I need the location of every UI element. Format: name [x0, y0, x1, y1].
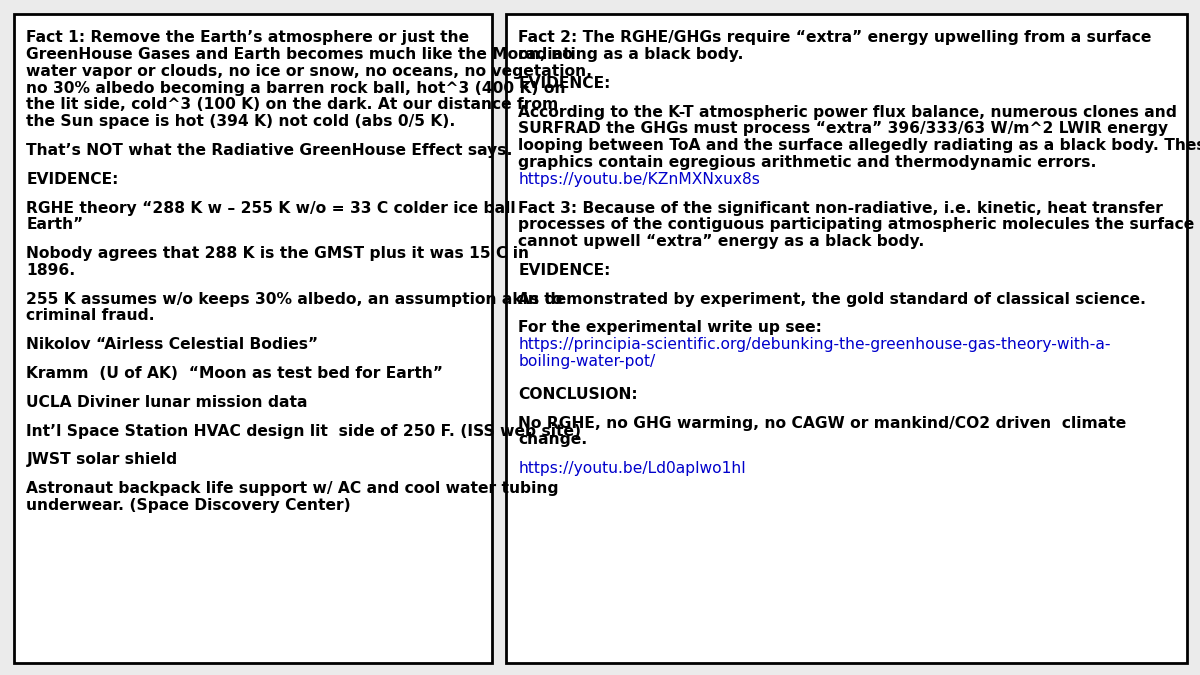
Text: CONCLUSION:: CONCLUSION:	[518, 387, 638, 402]
Text: Fact 2: The RGHE/GHGs require “extra” energy upwelling from a surface: Fact 2: The RGHE/GHGs require “extra” en…	[518, 30, 1152, 45]
Text: SURFRAD the GHGs must process “extra” 396/333/63 W/m^2 LWIR energy: SURFRAD the GHGs must process “extra” 39…	[518, 122, 1169, 136]
Text: 255 K assumes w/o keeps 30% albedo, an assumption akin to: 255 K assumes w/o keeps 30% albedo, an a…	[26, 292, 563, 306]
Text: No RGHE, no GHG warming, no CAGW or mankind/CO2 driven  climate: No RGHE, no GHG warming, no CAGW or mank…	[518, 416, 1127, 431]
Text: EVIDENCE:: EVIDENCE:	[26, 171, 119, 187]
Text: Astronaut backpack life support w/ AC and cool water tubing: Astronaut backpack life support w/ AC an…	[26, 481, 559, 496]
Text: Nikolov “Airless Celestial Bodies”: Nikolov “Airless Celestial Bodies”	[26, 338, 318, 352]
Text: As demonstrated by experiment, the gold standard of classical science.: As demonstrated by experiment, the gold …	[518, 292, 1146, 306]
Text: Int’l Space Station HVAC design lit  side of 250 F. (ISS web site): Int’l Space Station HVAC design lit side…	[26, 424, 582, 439]
Text: the Sun space is hot (394 K) not cold (abs 0/5 K).: the Sun space is hot (394 K) not cold (a…	[26, 114, 456, 129]
Text: graphics contain egregious arithmetic and thermodynamic errors.: graphics contain egregious arithmetic an…	[518, 155, 1097, 170]
Text: boiling-water-pot/: boiling-water-pot/	[518, 354, 655, 369]
Text: the lit side, cold^3 (100 K) on the dark. At our distance from: the lit side, cold^3 (100 K) on the dark…	[26, 97, 559, 112]
Text: no 30% albedo becoming a barren rock ball, hot^3 (400 K) on: no 30% albedo becoming a barren rock bal…	[26, 80, 566, 96]
Text: GreenHouse Gases and Earth becomes much like the Moon, no: GreenHouse Gases and Earth becomes much …	[26, 47, 574, 62]
Text: That’s NOT what the Radiative GreenHouse Effect says.: That’s NOT what the Radiative GreenHouse…	[26, 143, 512, 158]
Text: underwear. (Space Discovery Center): underwear. (Space Discovery Center)	[26, 498, 352, 513]
Text: Fact 3: Because of the significant non-radiative, i.e. kinetic, heat transfer: Fact 3: Because of the significant non-r…	[518, 200, 1163, 215]
Text: Kramm  (U of AK)  “Moon as test bed for Earth”: Kramm (U of AK) “Moon as test bed for Ea…	[26, 366, 444, 381]
Text: radiating as a black body.: radiating as a black body.	[518, 47, 744, 62]
Text: Earth”: Earth”	[26, 217, 84, 232]
Text: Nobody agrees that 288 K is the GMST plus it was 15 C in: Nobody agrees that 288 K is the GMST plu…	[26, 246, 529, 261]
Text: cannot upwell “extra” energy as a black body.: cannot upwell “extra” energy as a black …	[518, 234, 925, 249]
Text: Fact 1: Remove the Earth’s atmosphere or just the: Fact 1: Remove the Earth’s atmosphere or…	[26, 30, 469, 45]
Text: RGHE theory “288 K w – 255 K w/o = 33 C colder ice ball: RGHE theory “288 K w – 255 K w/o = 33 C …	[26, 200, 516, 215]
Text: processes of the contiguous participating atmospheric molecules the surface: processes of the contiguous participatin…	[518, 217, 1195, 232]
Text: change.: change.	[518, 432, 588, 448]
Text: EVIDENCE:: EVIDENCE:	[518, 263, 611, 278]
Text: water vapor or clouds, no ice or snow, no oceans, no vegetation,: water vapor or clouds, no ice or snow, n…	[26, 64, 593, 79]
Text: https://principia-scientific.org/debunking-the-greenhouse-gas-theory-with-a-: https://principia-scientific.org/debunki…	[518, 338, 1111, 352]
Text: For the experimental write up see:: For the experimental write up see:	[518, 321, 822, 335]
Text: 1896.: 1896.	[26, 263, 76, 278]
Text: https://youtu.be/KZnMXNxux8s: https://youtu.be/KZnMXNxux8s	[518, 171, 761, 187]
Text: UCLA Diviner lunar mission data: UCLA Diviner lunar mission data	[26, 395, 308, 410]
Text: JWST solar shield: JWST solar shield	[26, 452, 178, 468]
Text: https://youtu.be/Ld0aplwo1hI: https://youtu.be/Ld0aplwo1hI	[518, 461, 746, 476]
Text: According to the K-T atmospheric power flux balance, numerous clones and: According to the K-T atmospheric power f…	[518, 105, 1177, 119]
Text: looping between ToA and the surface allegedly radiating as a black body. These: looping between ToA and the surface alle…	[518, 138, 1200, 153]
Text: EVIDENCE:: EVIDENCE:	[518, 76, 611, 91]
Text: criminal fraud.: criminal fraud.	[26, 308, 155, 323]
